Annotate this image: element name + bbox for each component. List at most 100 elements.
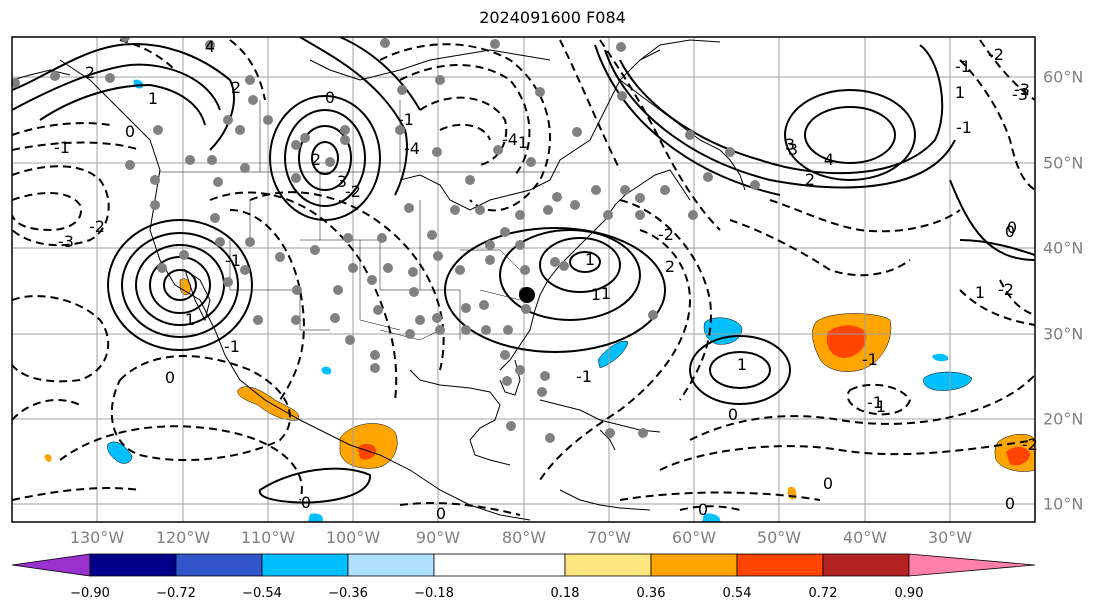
- anomaly-red-west-africa: [1006, 446, 1030, 466]
- solid-contours: [12, 37, 1035, 504]
- latitude-label: 20°N: [1043, 409, 1084, 429]
- contour-label: -1: [867, 393, 883, 412]
- contour-label: -1: [398, 110, 414, 129]
- contour-label: 2: [231, 78, 241, 97]
- longitude-label: 70°W: [586, 528, 632, 547]
- colorbar-segment: [89, 553, 177, 577]
- contour-label: 0: [1007, 218, 1017, 237]
- longitude-label: 60°W: [671, 528, 717, 547]
- contour-label: 1: [737, 355, 747, 374]
- contour-label: 1: [601, 284, 611, 303]
- contour-label: 2: [311, 150, 321, 169]
- contour-label: 3: [785, 135, 795, 154]
- colorbar-tick-label: 0.90: [894, 586, 924, 601]
- latitude-label: 50°N: [1043, 153, 1084, 173]
- colorbar-segment: [347, 553, 435, 577]
- contour-label: -1: [576, 367, 592, 386]
- longitude-label: 100°W: [325, 528, 381, 547]
- contour-label: 0: [325, 88, 335, 107]
- colorbar-tick-label: −0.54: [242, 586, 282, 601]
- contour-label: -1: [225, 251, 241, 270]
- contour-label: -3: [1012, 85, 1028, 104]
- longitude-label: 90°W: [415, 528, 461, 547]
- latitude-label: 60°N: [1043, 67, 1084, 87]
- contour-label: 3: [788, 140, 798, 159]
- longitude-label: 110°W: [240, 528, 296, 547]
- colorbar-extend-high: [908, 553, 1036, 577]
- colorbar-segment: [564, 553, 652, 577]
- contour-label: 1: [185, 310, 195, 329]
- anomaly-blue-pacific: [107, 441, 133, 464]
- longitude-label: 120°W: [155, 528, 211, 547]
- colorbar-segment: [433, 553, 566, 577]
- contour-label: -2: [1022, 435, 1038, 454]
- station-markers: [12, 37, 760, 443]
- colorbar-segment: [650, 553, 738, 577]
- colorbar: [11, 553, 1036, 577]
- contour-value-labels: 4 2 2 1 0 -1 0 -3 -2 2 -4 -2 -4 3 -1 1 0…: [54, 37, 1038, 523]
- longitude-label: 80°W: [501, 528, 547, 547]
- contour-label: -1: [224, 337, 240, 356]
- colorbar-tick-label: 0.18: [550, 586, 580, 601]
- colorbar-tick-label: −0.18: [414, 586, 454, 601]
- latitude-label: 40°N: [1043, 238, 1084, 258]
- map-title: 2024091600 F084: [479, 8, 626, 27]
- contour-label: 2: [665, 257, 675, 276]
- anomaly-blue-small-4: [702, 513, 721, 522]
- anomaly-blue-small-5: [308, 513, 324, 522]
- contour-label: 0: [823, 474, 833, 493]
- longitude-label: 30°W: [927, 528, 973, 547]
- contour-label: 2: [805, 170, 815, 189]
- colorbar-tick-label: 0.54: [722, 586, 752, 601]
- colorbar-tick-label: −0.72: [156, 586, 196, 601]
- colorbar-tick-label: −0.36: [328, 586, 368, 601]
- contour-label: -4: [404, 139, 420, 158]
- map-border: [11, 36, 1036, 523]
- longitude-label: 130°W: [69, 528, 125, 547]
- contour-label: 4: [824, 150, 834, 169]
- longitude-label: 40°W: [842, 528, 888, 547]
- graticule: [12, 37, 1035, 522]
- anomaly-orange-small-2: [44, 454, 52, 462]
- highlight-station: [519, 287, 535, 303]
- longitude-label: 50°W: [756, 528, 802, 547]
- contour-label: 0: [728, 405, 738, 424]
- contour-label: -4: [502, 130, 518, 149]
- latitude-label: 10°N: [1043, 494, 1084, 514]
- contour-label: 0: [301, 493, 311, 512]
- latitude-label: 30°N: [1043, 324, 1084, 344]
- contour-label: 1: [585, 250, 595, 269]
- colorbar-tick-label: −0.90: [70, 586, 110, 601]
- contour-label: 0: [165, 368, 175, 387]
- contour-label: 1: [591, 285, 601, 304]
- contour-label: -1: [955, 57, 971, 76]
- contour-label: 0: [1005, 494, 1015, 513]
- colorbar-segment: [736, 553, 824, 577]
- contour-label: -1: [862, 350, 878, 369]
- contour-label: 3: [337, 172, 347, 191]
- contour-label: -2: [998, 280, 1014, 299]
- contour-label: 1: [955, 83, 965, 102]
- contour-label: 4: [205, 37, 215, 56]
- anomaly-blue-small-1: [932, 353, 949, 362]
- colorbar-segment: [261, 553, 349, 577]
- colorbar-tick-label: 0.72: [808, 586, 838, 601]
- contour-label: 1: [876, 397, 886, 416]
- contour-label: 0: [125, 122, 135, 141]
- contour-label: 1: [975, 283, 985, 302]
- coastlines: [12, 39, 746, 521]
- contour-label: -1: [956, 118, 972, 137]
- contour-label: 1: [148, 89, 158, 108]
- contour-label: 1: [518, 133, 528, 152]
- contour-label: -2: [988, 45, 1004, 64]
- contour-label: -2: [345, 182, 361, 201]
- anomaly-blue-east: [923, 371, 973, 391]
- contour-label: -2: [89, 217, 105, 236]
- anomaly-red-mexico: [358, 443, 376, 460]
- contour-label: 2: [85, 63, 95, 82]
- contour-label: -2: [658, 225, 674, 244]
- contour-label: -3: [1014, 80, 1030, 99]
- contour-label: 0: [1005, 222, 1015, 241]
- anomaly-blue-atlantic-2: [597, 340, 629, 369]
